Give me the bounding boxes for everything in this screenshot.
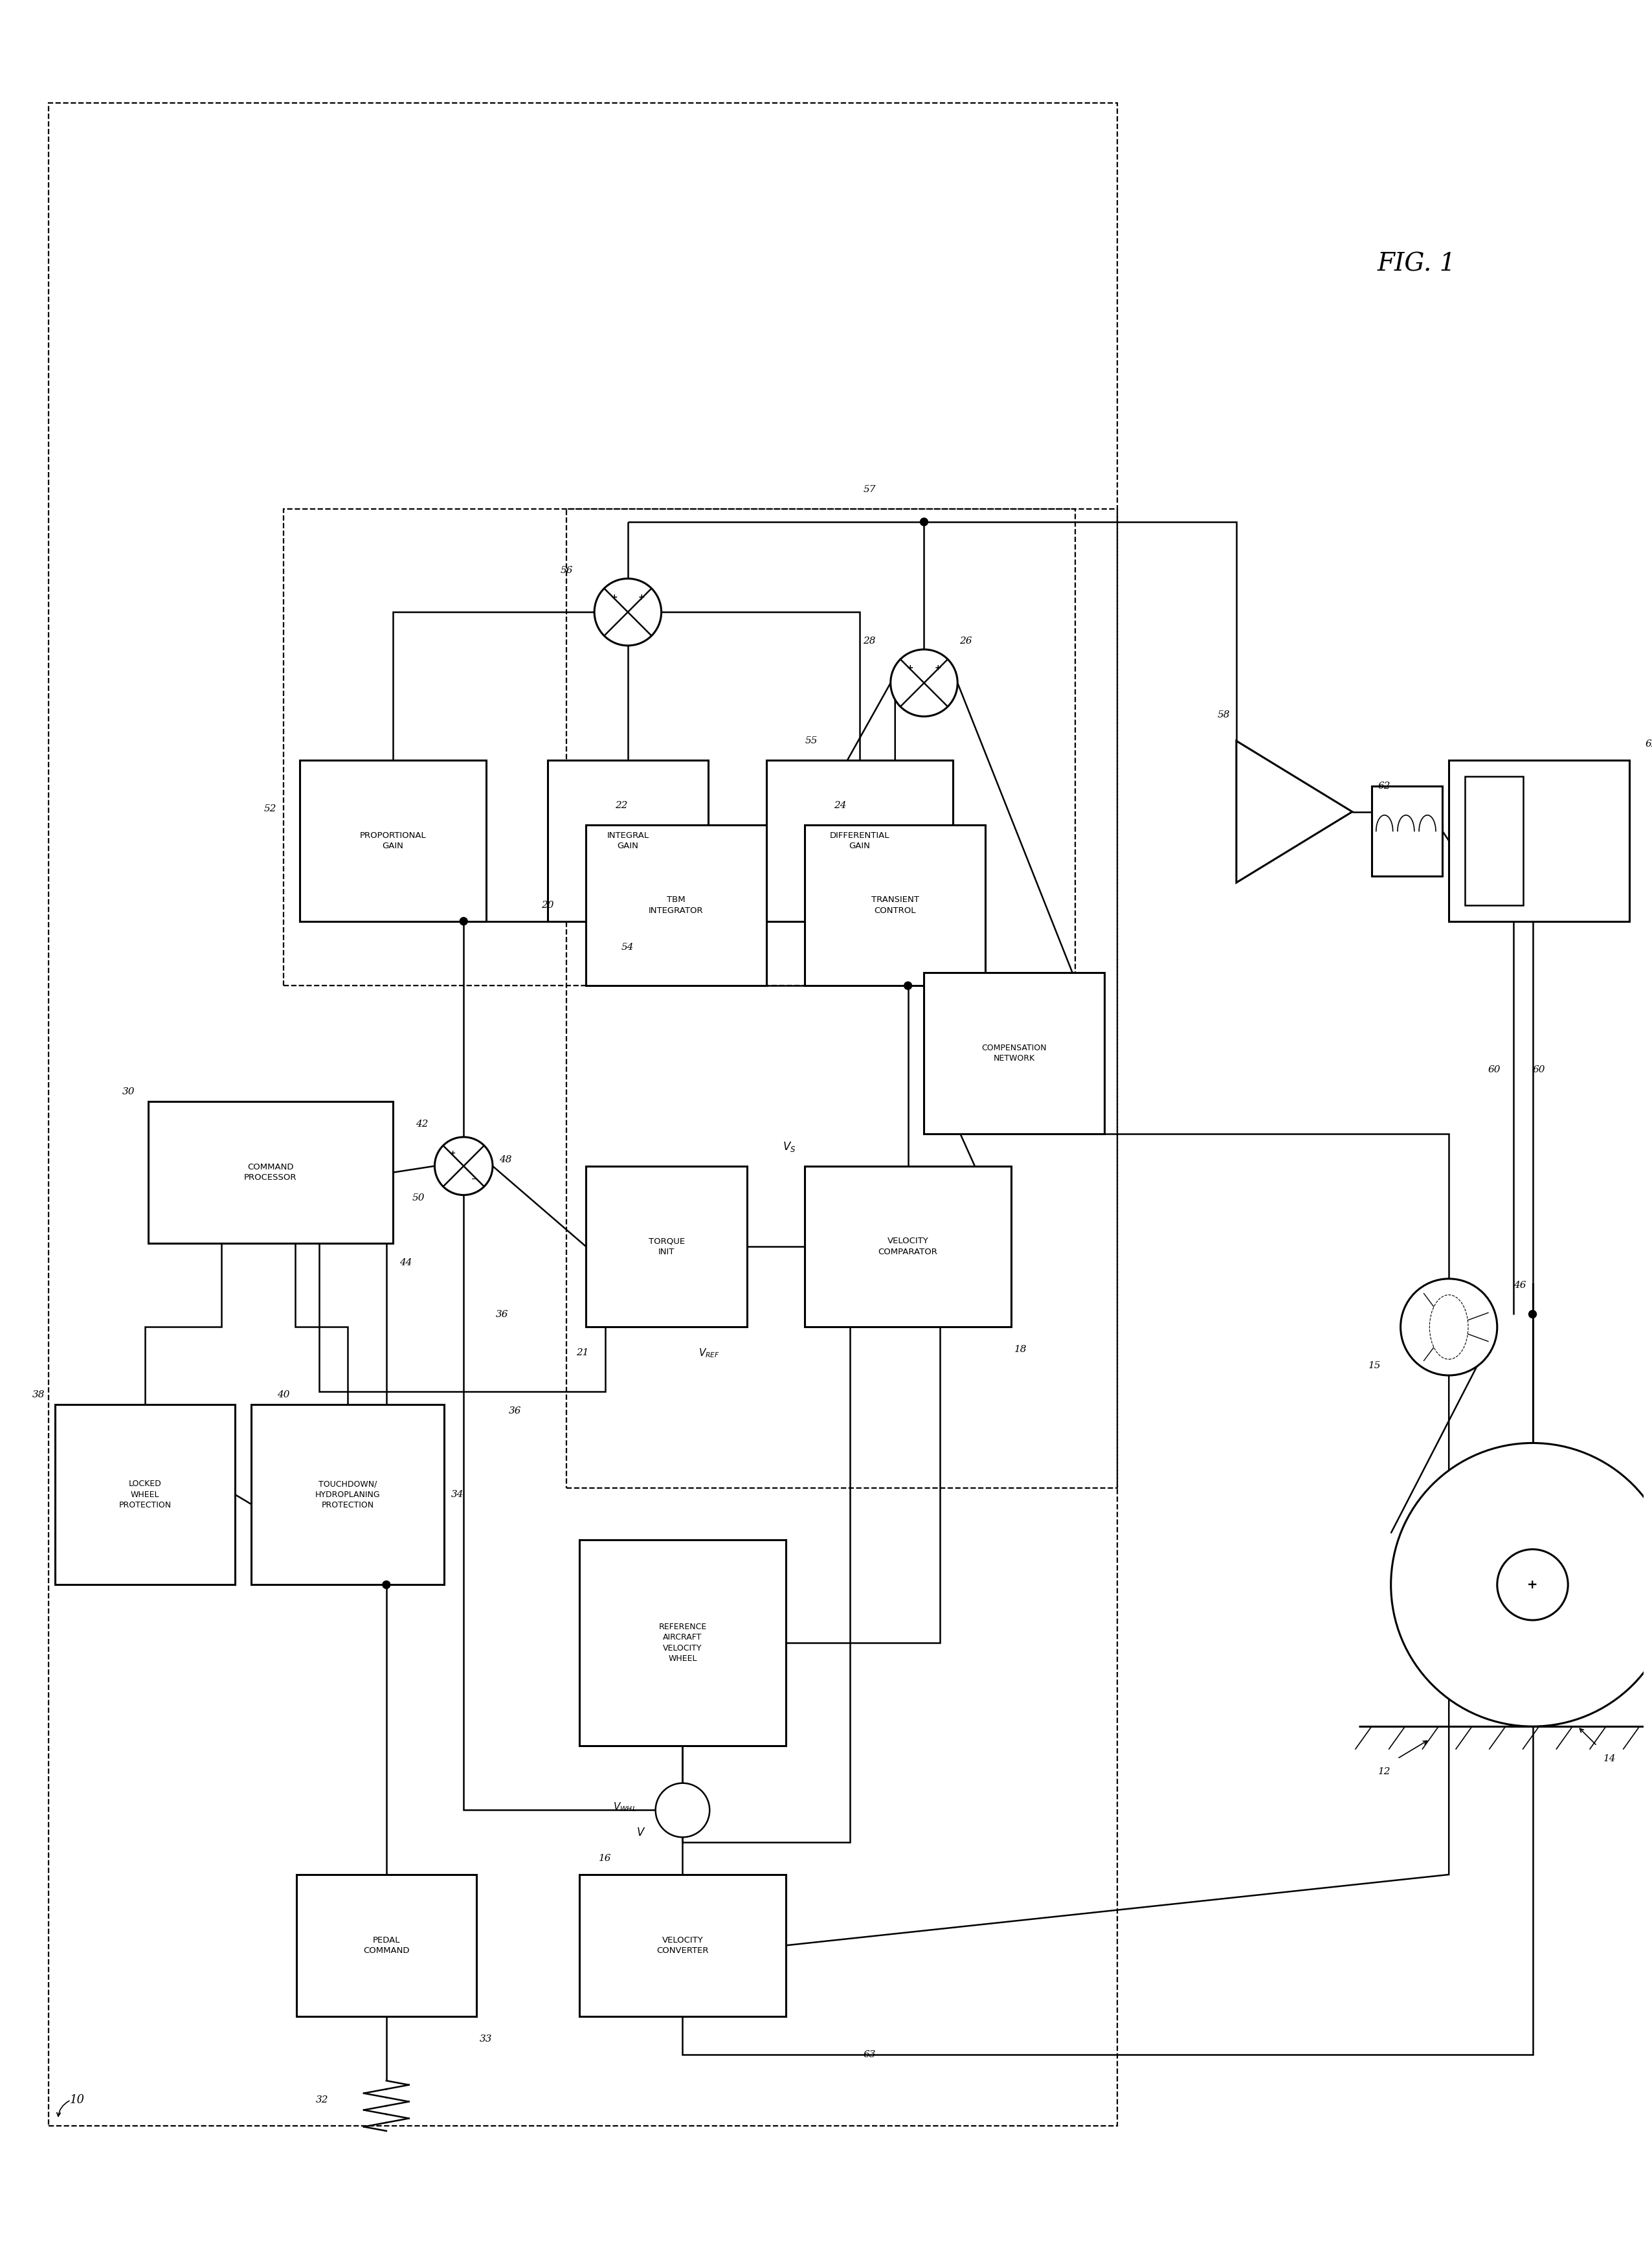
Text: TBM
INTEGRATOR: TBM INTEGRATOR [649, 895, 704, 914]
FancyBboxPatch shape [1371, 787, 1442, 875]
Text: 56: 56 [560, 567, 573, 576]
Text: 26: 26 [960, 637, 973, 646]
Text: REFERENCE
AIRCRAFT
VELOCITY
WHEEL: REFERENCE AIRCRAFT VELOCITY WHEEL [659, 1623, 707, 1664]
Text: 36: 36 [509, 1406, 522, 1415]
Circle shape [1497, 1548, 1568, 1621]
Text: 14: 14 [1604, 1755, 1616, 1764]
Circle shape [1391, 1444, 1652, 1727]
Text: 24: 24 [834, 800, 847, 809]
Text: INTEGRAL
GAIN: INTEGRAL GAIN [606, 832, 649, 850]
Text: +: + [1526, 1578, 1538, 1591]
Text: 63: 63 [862, 2049, 876, 2058]
Text: 55: 55 [805, 737, 818, 746]
FancyBboxPatch shape [149, 1102, 393, 1242]
FancyBboxPatch shape [55, 1403, 235, 1585]
Text: 30: 30 [122, 1088, 135, 1097]
Text: 50: 50 [413, 1195, 425, 1204]
Text: 46: 46 [1513, 1281, 1526, 1290]
Text: 58: 58 [1218, 710, 1229, 719]
Text: $V_S$: $V_S$ [783, 1140, 796, 1154]
Text: $V_{REF}$: $V_{REF}$ [699, 1347, 720, 1358]
Polygon shape [1236, 741, 1353, 882]
Ellipse shape [1429, 1294, 1469, 1360]
Text: COMMAND
PROCESSOR: COMMAND PROCESSOR [244, 1163, 297, 1181]
Text: 32: 32 [316, 2095, 329, 2104]
FancyBboxPatch shape [299, 759, 486, 920]
Circle shape [890, 648, 958, 716]
Text: 54: 54 [621, 943, 634, 952]
FancyBboxPatch shape [767, 759, 953, 920]
Text: 33: 33 [479, 2033, 492, 2043]
Text: 22: 22 [615, 800, 628, 809]
Text: 62: 62 [1645, 739, 1652, 748]
Text: COMPENSATION
NETWORK: COMPENSATION NETWORK [981, 1043, 1047, 1063]
Text: 10: 10 [69, 2095, 84, 2106]
Text: 42: 42 [415, 1120, 428, 1129]
Text: TORQUE
INIT: TORQUE INIT [648, 1238, 684, 1256]
Text: 38: 38 [33, 1390, 45, 1399]
FancyBboxPatch shape [805, 1165, 1011, 1326]
Text: 36: 36 [496, 1310, 509, 1319]
Text: PEDAL
COMMAND: PEDAL COMMAND [363, 1936, 410, 1954]
FancyBboxPatch shape [580, 1539, 786, 1746]
Text: 52: 52 [264, 805, 278, 814]
Text: 21: 21 [577, 1349, 590, 1358]
Circle shape [459, 918, 468, 925]
Text: 40: 40 [278, 1390, 289, 1399]
Text: V: V [638, 1827, 644, 1839]
Circle shape [434, 1138, 492, 1195]
FancyBboxPatch shape [923, 973, 1104, 1134]
Text: 20: 20 [542, 900, 553, 909]
Text: 18: 18 [1014, 1344, 1028, 1353]
Text: VELOCITY
CONVERTER: VELOCITY CONVERTER [656, 1936, 709, 1954]
Text: 28: 28 [862, 637, 876, 646]
FancyBboxPatch shape [586, 1165, 747, 1326]
Text: 57: 57 [862, 485, 876, 494]
Text: 15: 15 [1368, 1360, 1381, 1369]
Circle shape [904, 982, 912, 988]
FancyBboxPatch shape [580, 1875, 786, 2015]
Text: 12: 12 [1378, 1766, 1391, 1775]
Text: 44: 44 [400, 1258, 411, 1267]
Text: TRANSIENT
CONTROL: TRANSIENT CONTROL [871, 895, 919, 914]
Circle shape [1401, 1279, 1497, 1376]
Text: 62: 62 [1378, 782, 1391, 791]
Circle shape [595, 578, 661, 646]
Text: −: − [471, 1177, 477, 1181]
FancyBboxPatch shape [1465, 775, 1523, 905]
Text: TOUCHDOWN/
HYDROPLANING
PROTECTION: TOUCHDOWN/ HYDROPLANING PROTECTION [316, 1480, 380, 1510]
Circle shape [383, 1580, 390, 1589]
Text: 60: 60 [1533, 1065, 1545, 1075]
Text: +: + [611, 594, 618, 601]
Text: 48: 48 [499, 1156, 512, 1165]
Text: +: + [907, 664, 914, 673]
Circle shape [656, 1784, 710, 1836]
Text: +: + [638, 594, 644, 601]
FancyBboxPatch shape [586, 825, 767, 986]
Text: +: + [449, 1149, 456, 1156]
Text: LOCKED
WHEEL
PROTECTION: LOCKED WHEEL PROTECTION [119, 1480, 172, 1510]
Text: +: + [935, 664, 942, 673]
FancyBboxPatch shape [805, 825, 985, 986]
Circle shape [1528, 1310, 1536, 1317]
Circle shape [920, 519, 928, 526]
Text: VELOCITY
COMPARATOR: VELOCITY COMPARATOR [879, 1238, 938, 1256]
FancyBboxPatch shape [1449, 759, 1629, 920]
Text: DIFFERENTIAL
GAIN: DIFFERENTIAL GAIN [829, 832, 889, 850]
Text: 16: 16 [600, 1854, 611, 1863]
Text: $V_{WHL}$: $V_{WHL}$ [613, 1800, 636, 1814]
Text: FIG. 1: FIG. 1 [1378, 252, 1455, 277]
FancyBboxPatch shape [251, 1403, 444, 1585]
Text: 60: 60 [1488, 1065, 1500, 1075]
Text: 34: 34 [451, 1489, 464, 1498]
FancyBboxPatch shape [547, 759, 709, 920]
Text: PROPORTIONAL
GAIN: PROPORTIONAL GAIN [360, 832, 426, 850]
FancyBboxPatch shape [296, 1875, 476, 2015]
